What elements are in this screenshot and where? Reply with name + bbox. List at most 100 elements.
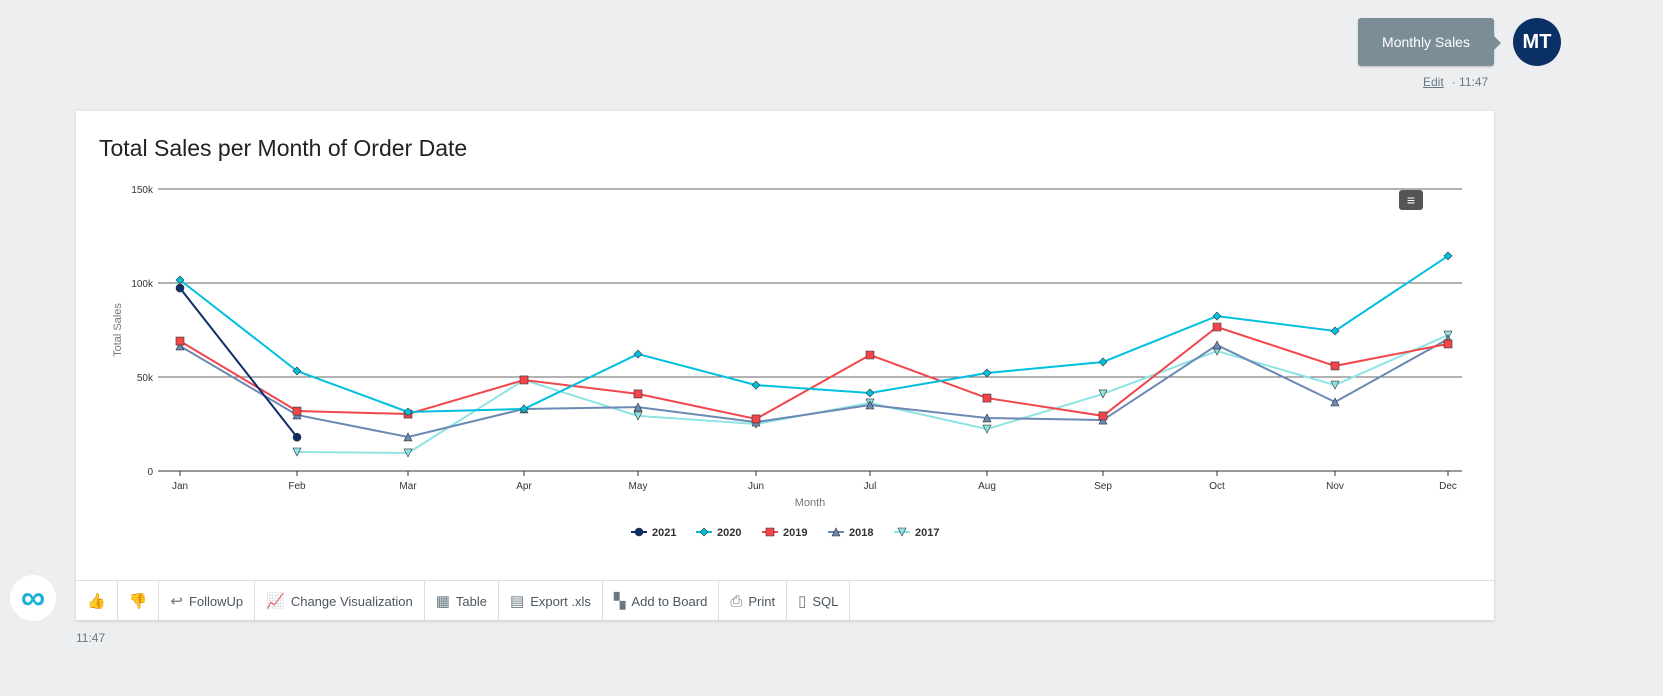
data-point-2020 xyxy=(1212,311,1222,321)
followup-button[interactable]: ↩ FollowUp xyxy=(159,581,256,621)
data-point-2019 xyxy=(865,350,875,360)
data-point-2020 xyxy=(633,349,643,359)
user-message-text: Monthly Sales xyxy=(1382,34,1470,50)
x-tick-label: Mar xyxy=(399,481,417,492)
chart-title: Total Sales per Month of Order Date xyxy=(99,135,468,161)
x-tick-label: Sep xyxy=(1094,481,1112,492)
data-point-2020 xyxy=(1330,326,1340,336)
change-visualization-button[interactable]: 📈 Change Visualization xyxy=(255,581,425,621)
data-point-2018 xyxy=(982,413,992,423)
data-point-2019 xyxy=(1330,361,1340,371)
series-line-2018 xyxy=(179,338,1449,438)
y-tick-label: 50k xyxy=(137,373,154,384)
data-point-2019 xyxy=(1212,322,1222,332)
data-point-2020 xyxy=(1443,251,1453,261)
data-point-2017 xyxy=(1330,380,1340,390)
data-point-2020 xyxy=(519,404,529,414)
x-tick-label: Feb xyxy=(288,481,306,492)
thumbs-down-icon: 👎 xyxy=(128,593,148,610)
legend-marker-2018 xyxy=(831,527,841,537)
data-point-2020 xyxy=(292,366,302,376)
sql-label: SQL xyxy=(812,593,839,609)
printer-icon: ⎙ xyxy=(730,592,743,610)
change-visualization-label: Change Visualization xyxy=(290,593,413,609)
message-time: 11:47 xyxy=(1459,75,1489,89)
legend-label-2021: 2021 xyxy=(652,527,676,539)
x-tick-label: Jul xyxy=(864,481,877,492)
user-message: Monthly Sales xyxy=(1358,18,1501,66)
x-tick-label: Oct xyxy=(1209,481,1225,492)
data-point-2017 xyxy=(633,411,643,421)
data-point-2019 xyxy=(633,389,643,399)
print-label: Print xyxy=(748,593,776,609)
thumbs-up-icon: 👍 xyxy=(87,593,106,610)
table-icon: ▦ xyxy=(435,593,450,610)
data-point-2021 xyxy=(292,432,302,442)
x-tick-label: Dec xyxy=(1439,481,1457,492)
legend-marker-2017 xyxy=(897,527,907,537)
chart-menu-button[interactable]: ≡ xyxy=(1399,190,1423,210)
hamburger-icon: ≡ xyxy=(1406,192,1416,208)
bot-logo: ∞ xyxy=(10,575,56,621)
legend-label-2018: 2018 xyxy=(849,527,873,539)
add-to-board-label: Add to Board xyxy=(631,593,708,609)
data-point-2019 xyxy=(1098,411,1108,421)
x-tick-label: Jun xyxy=(748,481,764,492)
thumbs-down-button[interactable]: 👎 xyxy=(118,581,160,621)
data-point-2017 xyxy=(403,448,413,458)
data-point-2021 xyxy=(175,283,185,293)
data-point-2019 xyxy=(982,393,992,403)
data-point-2018 xyxy=(175,341,185,351)
x-axis-title: Month xyxy=(795,497,826,509)
y-tick-label: 100k xyxy=(131,279,154,290)
legend-marker-2019 xyxy=(765,527,775,537)
legend-label-2017: 2017 xyxy=(915,527,939,539)
x-tick-label: May xyxy=(629,481,648,492)
bot-message-time: 11:47 xyxy=(76,631,106,645)
data-point-2019 xyxy=(292,406,302,416)
edit-link[interactable]: Edit xyxy=(1423,75,1444,89)
y-tick-label: 150k xyxy=(131,185,154,196)
line-chart-icon: 📈 xyxy=(266,593,285,610)
followup-icon: ↩ xyxy=(170,593,183,610)
data-point-2017 xyxy=(982,424,992,434)
legend-label-2019: 2019 xyxy=(783,527,807,539)
add-board-icon: ▚ xyxy=(613,593,626,610)
data-point-2020 xyxy=(751,380,761,390)
legend-marker-2021 xyxy=(634,527,644,537)
data-point-2017 xyxy=(1098,389,1108,399)
x-tick-label: Jan xyxy=(172,481,188,492)
export-label: Export .xls xyxy=(530,593,591,609)
data-point-2018 xyxy=(865,400,875,410)
action-toolbar: 👍 👎 ↩ FollowUp 📈 Change Visualization ▦ Tab… xyxy=(76,580,1494,621)
data-point-2020 xyxy=(403,407,413,417)
sql-button[interactable]: ▯ SQL xyxy=(787,581,851,621)
legend-marker-2020 xyxy=(699,527,709,537)
data-point-2017 xyxy=(292,447,302,457)
y-tick-label: 0 xyxy=(147,467,153,478)
data-point-2018 xyxy=(633,402,643,412)
table-button[interactable]: ▦ Table xyxy=(425,581,499,621)
thumbs-up-button[interactable]: 👍 xyxy=(76,581,118,621)
series-line-2019 xyxy=(179,325,1449,420)
x-tick-label: Aug xyxy=(978,481,996,492)
series-line-2021 xyxy=(179,287,298,438)
data-point-2019 xyxy=(1443,339,1453,349)
data-point-2018 xyxy=(403,432,413,442)
add-to-board-button[interactable]: ▚ Add to Board xyxy=(603,581,720,621)
data-point-2020 xyxy=(982,368,992,378)
series-line-2020 xyxy=(179,255,1449,413)
chart-card: Total Sales per Month of Order Date 0 50k… xyxy=(76,111,1494,621)
data-point-2020 xyxy=(865,388,875,398)
data-point-2020 xyxy=(1098,357,1108,367)
spreadsheet-icon: ▤ xyxy=(510,593,525,610)
data-point-2018 xyxy=(1330,397,1340,407)
followup-label: FollowUp xyxy=(188,593,244,609)
line-chart: 0 50k 100k 150k Jan Feb Mar Apr May Jun Jul Aug Sep O… xyxy=(112,185,1462,539)
table-label: Table xyxy=(455,593,487,609)
export-button[interactable]: ▤ Export .xls xyxy=(499,581,603,621)
data-point-2019 xyxy=(519,375,529,385)
print-button[interactable]: ⎙ Print xyxy=(719,581,788,621)
message-meta: Edit · 11:47 xyxy=(1423,75,1489,89)
data-point-2018 xyxy=(1212,340,1222,350)
